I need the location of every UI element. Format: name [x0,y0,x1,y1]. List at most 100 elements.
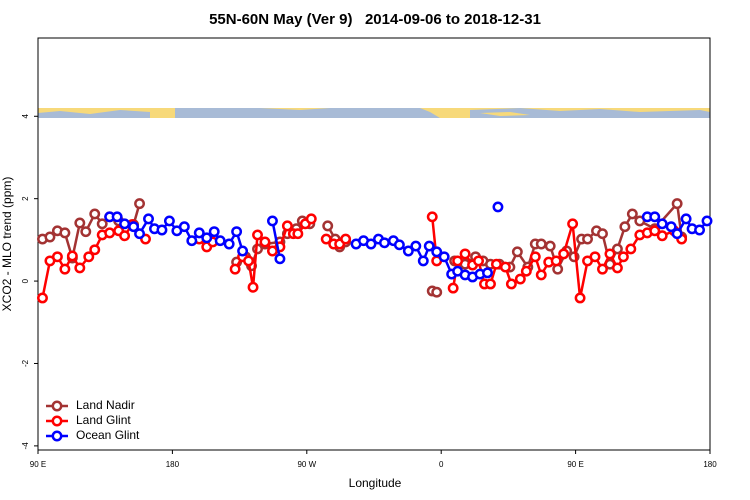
point [485,278,496,290]
point [267,215,278,227]
point [656,230,668,242]
series [104,201,713,283]
legend-label: Ocean Glint [76,428,140,442]
x-axis-label: Longitude [349,476,402,490]
point [340,233,352,245]
legend-marker [51,400,63,412]
point [186,235,198,247]
point [431,286,443,298]
point [701,215,713,227]
point [452,255,464,267]
y-tick-label: 0 [21,278,30,283]
point [96,218,108,230]
point [44,231,56,243]
point [365,238,377,250]
point [649,211,661,223]
point [511,246,523,258]
point [193,227,205,239]
point [535,238,547,250]
point [274,253,286,265]
point [410,240,422,252]
map-strip [38,108,710,118]
point [281,220,293,232]
legend-label: Land Glint [76,413,131,427]
point [66,250,78,262]
point [611,262,623,274]
point [423,240,435,252]
point [529,251,541,263]
legend-marker [51,430,63,442]
point [656,218,668,230]
point [80,226,92,238]
point [119,218,131,230]
point [229,263,241,275]
point [111,211,123,223]
point [611,243,623,255]
point [558,248,570,260]
point [223,238,235,250]
point [535,269,547,281]
y-axis-label: XCO2 - MLO trend (ppm) [0,177,14,312]
point [259,236,271,248]
point [252,229,263,241]
point [322,220,334,232]
point [178,221,190,233]
point [89,208,101,220]
point [292,228,304,240]
point [59,227,71,239]
point [492,201,504,213]
point [119,230,131,242]
point [665,221,677,233]
point [438,251,450,263]
y-tick-label: -4 [21,442,30,450]
point [499,261,511,273]
point [552,263,564,275]
x-tick-label: 90 E [567,460,583,469]
point [208,226,220,238]
point [574,292,586,304]
x-tick-label: 180 [703,460,717,469]
point [597,263,608,275]
y-tick-label: 2 [21,196,30,201]
point [143,213,154,225]
x-tick-label: 0 [439,460,444,469]
point [491,258,502,270]
point [214,235,226,247]
point [59,263,71,275]
legend-label: Land Nadir [76,398,135,412]
point [694,224,705,236]
point [550,255,562,267]
point [231,226,243,238]
point [134,198,145,210]
point [482,267,493,279]
point [417,255,429,267]
point [626,208,638,220]
chart-title: 55N-60N May (Ver 9) 2014-09-06 to 2018-1… [209,11,541,28]
point [163,215,175,227]
point [544,240,556,252]
x-tick-label: 90 W [297,460,316,469]
point [237,245,249,257]
series [37,211,688,304]
point [51,251,63,263]
point [402,245,414,257]
point [104,227,116,239]
point [680,213,692,225]
point [431,246,443,258]
y-tick-label: -2 [21,359,30,367]
point [505,278,517,290]
point [625,243,637,255]
legend-marker [51,415,63,427]
point [83,251,95,263]
x-tick-label: 180 [166,460,180,469]
point [243,255,255,267]
point [74,262,86,274]
point [473,255,484,267]
series [37,198,688,298]
point [305,213,317,225]
point [604,248,616,260]
point [459,248,471,260]
point [320,233,332,245]
point [617,251,629,263]
